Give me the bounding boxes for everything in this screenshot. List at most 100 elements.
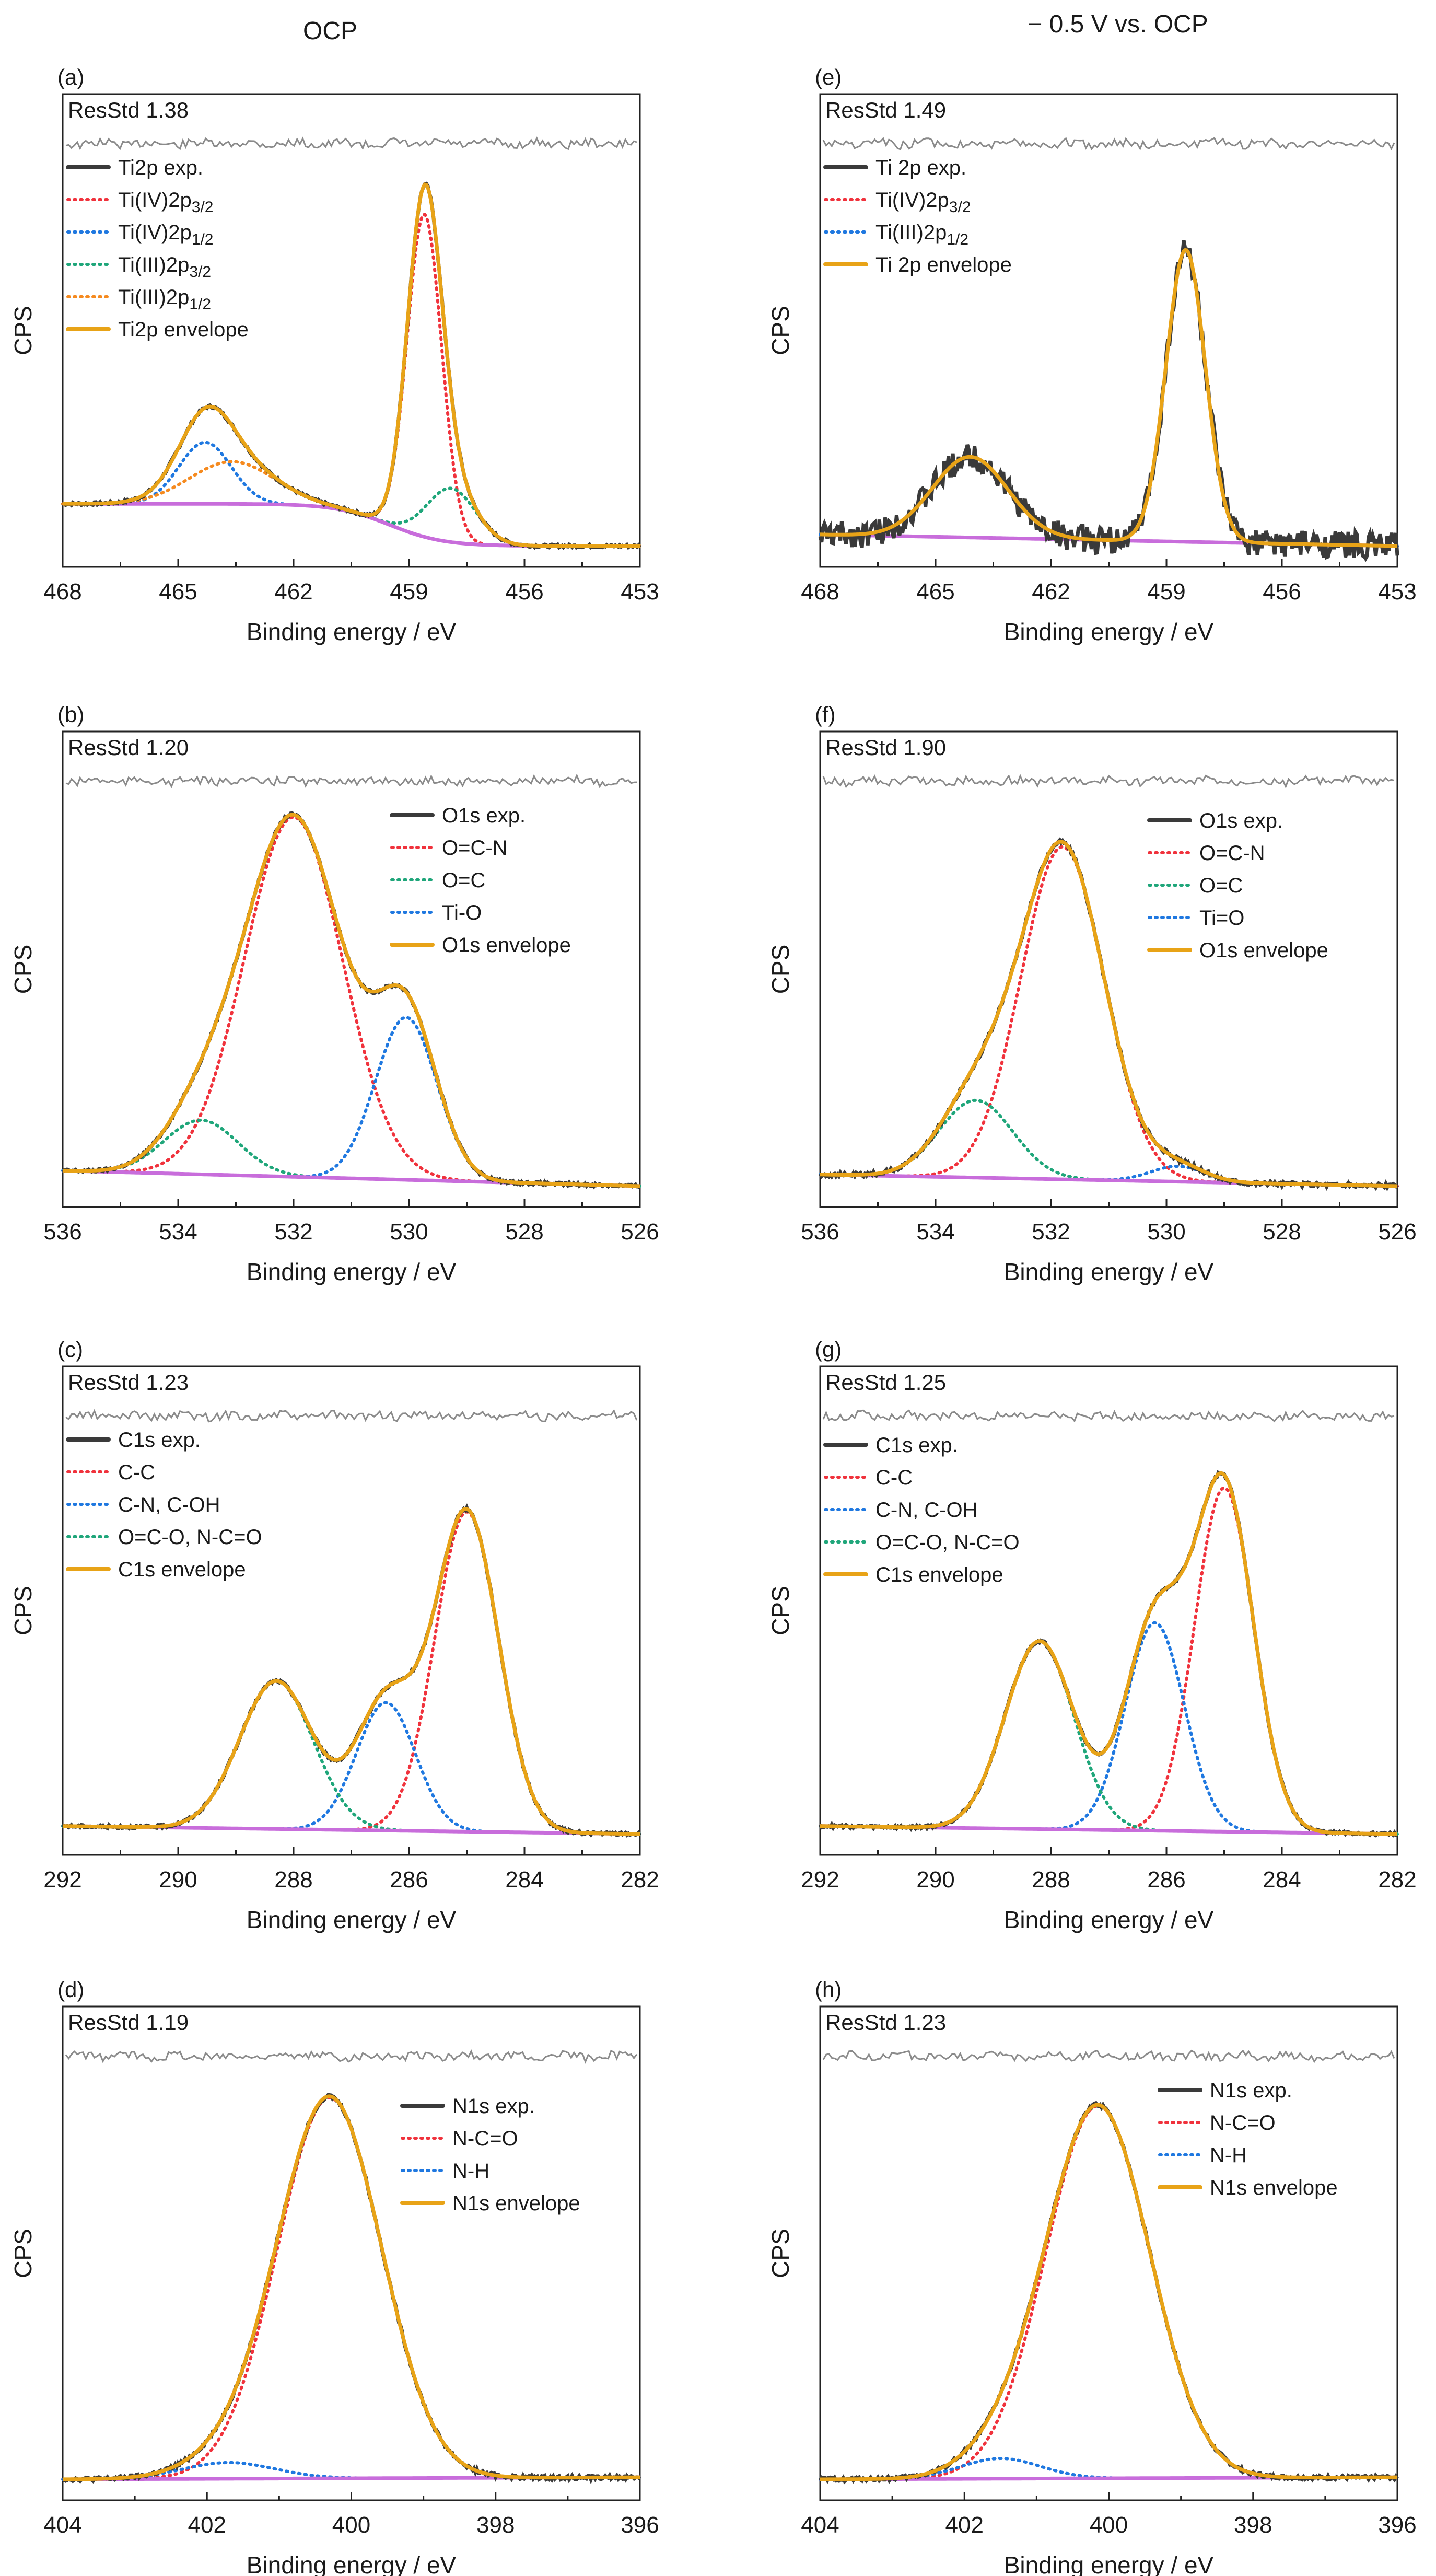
column-title-ocp: OCP (303, 17, 357, 45)
fit-component-blue (61, 440, 641, 548)
x-tick-label: 530 (1147, 1219, 1185, 1245)
legend-entry: C-C (875, 1466, 913, 1489)
x-tick-label: 290 (916, 1867, 954, 1893)
x-tick-label: 402 (188, 2512, 226, 2538)
x-tick-label: 453 (621, 579, 659, 605)
x-tick-label: 465 (159, 579, 197, 605)
legend-subscript: 3/2 (189, 263, 211, 281)
x-tick-label: 286 (1147, 1867, 1185, 1893)
x-tick-label: 459 (390, 579, 428, 605)
resstd-label: ResStd 1.20 (68, 735, 189, 760)
residual-line (65, 136, 637, 150)
envelope-line (820, 1471, 1397, 1836)
x-tick-label: 284 (505, 1867, 543, 1893)
x-tick-label: 400 (1090, 2512, 1128, 2538)
experimental-line (818, 1470, 1398, 1838)
residual-line (822, 2049, 1395, 2063)
legend-entry: N1s exp. (452, 2095, 535, 2118)
legend-entry: Ti(III)2p1/2 (875, 221, 968, 248)
x-tick-label: 468 (43, 579, 81, 605)
x-tick-label: 453 (1378, 579, 1416, 605)
panel-f: (f) CPS Binding energy / eV 536 534 532 530 528… (767, 702, 1417, 1285)
x-axis-label: Binding energy / eV (1004, 1906, 1214, 1933)
legend: N1s exp. N-C=O N-H N1s envelope (1158, 2079, 1338, 2199)
y-axis-label: CPS (9, 2229, 37, 2278)
x-tick-label: 396 (621, 2512, 659, 2538)
fit-component-red (61, 815, 641, 1188)
x-tick-label: 534 (916, 1219, 954, 1245)
legend: C1s exp. C-C C-N, C-OH O=C-O, N-C=O C1s enve… (823, 1434, 1020, 1586)
legend-entry: O1s envelope (1199, 939, 1328, 962)
fit-component-red (61, 2096, 641, 2481)
legend-subscript: 1/2 (189, 296, 211, 313)
panel-label: (a) (57, 65, 84, 89)
envelope-line (62, 813, 640, 1188)
resstd-label: ResStd 1.23 (68, 1370, 189, 1395)
legend-entry: N-H (1210, 2144, 1247, 2167)
x-tick-label: 530 (390, 1219, 428, 1245)
x-tick-label: 468 (801, 579, 839, 605)
x-tick-label: 396 (1378, 2512, 1416, 2538)
y-axis-label: CPS (767, 306, 794, 355)
plot-frame (62, 2005, 641, 2501)
x-tick-label: 288 (1032, 1867, 1070, 1893)
legend-entry: C1s exp. (875, 1434, 958, 1457)
legend-entry: C-N, C-OH (875, 1499, 978, 1522)
x-axis-label: Binding energy / eV (247, 2551, 457, 2576)
fit-component-blue (61, 1701, 641, 1836)
fit-component-green (819, 1098, 1399, 1188)
fit-component-green (61, 1679, 641, 1836)
panel-label: (c) (57, 1337, 83, 1362)
legend-entry: N-C=O (452, 2127, 518, 2150)
envelope-line (820, 2103, 1397, 2481)
resstd-label: ResStd 1.19 (68, 2010, 189, 2035)
x-tick-label: 282 (1378, 1867, 1416, 1893)
residual-line (822, 774, 1395, 789)
experimental-line (61, 1503, 641, 1838)
legend: Ti 2p exp. Ti(IV)2p3/2 Ti(III)2p1/2 Ti 2p e… (823, 156, 1012, 276)
legend-entry: C1s envelope (875, 1563, 1003, 1586)
legend-entry: N1s exp. (1210, 2079, 1292, 2102)
envelope-line (820, 248, 1398, 548)
panel-label: (e) (815, 65, 842, 89)
legend-entry: N1s envelope (1210, 2176, 1338, 2199)
legend: O1s exp. O=C-N O=C Ti=O O1s envelope (1147, 809, 1328, 962)
x-tick-label: 404 (43, 2512, 81, 2538)
x-tick-label: 462 (1032, 579, 1070, 605)
x-tick-label: 459 (1147, 579, 1185, 605)
experimental-line (818, 837, 1399, 1192)
x-tick-label: 292 (801, 1867, 839, 1893)
panel-c: (c) CPS Binding energy / eV 292 290 288 286 284… (9, 1337, 659, 1933)
panel-d: (d) CPS Binding energy / eV 404 402 400 398 396… (9, 1977, 659, 2576)
legend-entry: O=C (442, 869, 485, 892)
plot-frame (819, 730, 1398, 1208)
envelope-line (63, 182, 640, 548)
legend: Ti2p exp. Ti(IV)2p3/2 Ti(IV)2p1/2 Ti(III)2p… (66, 156, 249, 341)
legend-entry: Ti(IV)2p1/2 (118, 221, 213, 248)
x-tick-label: 536 (801, 1219, 839, 1245)
panel-g: (g) CPS Binding energy / eV 292 290 288 286 284… (767, 1337, 1417, 1933)
legend-entry: O=C-O, N-C=O (875, 1531, 1020, 1554)
x-tick-label: 528 (505, 1219, 543, 1245)
x-tick-label: 526 (1378, 1219, 1416, 1245)
experimental-line (62, 811, 641, 1190)
legend-entry: N-C=O (1210, 2111, 1276, 2134)
legend-entry: C-N, C-OH (118, 1493, 220, 1516)
resstd-label: ResStd 1.25 (825, 1370, 946, 1395)
resstd-label: ResStd 1.23 (825, 2010, 946, 2035)
x-tick-label: 290 (159, 1867, 197, 1893)
envelope-line (62, 2094, 640, 2481)
legend-entry: Ti 2p exp. (875, 156, 966, 179)
legend-entry: O=C (1199, 874, 1243, 897)
legend-entry: N-H (452, 2160, 489, 2183)
panel-b: (b) CPS Binding energy / eV 536 534 532 530 528… (9, 702, 659, 1285)
x-axis-label: Binding energy / eV (1004, 1258, 1214, 1285)
x-tick-label: 536 (43, 1219, 81, 1245)
legend-entry: Ti(III)2p3/2 (118, 253, 211, 281)
legend-entry: Ti 2p envelope (875, 253, 1012, 276)
x-axis-label: Binding energy / eV (247, 618, 457, 645)
x-tick-label: 534 (159, 1219, 197, 1245)
legend-subscript: 1/2 (192, 231, 214, 248)
legend-entry: Ti(III)2p1/2 (118, 286, 211, 313)
